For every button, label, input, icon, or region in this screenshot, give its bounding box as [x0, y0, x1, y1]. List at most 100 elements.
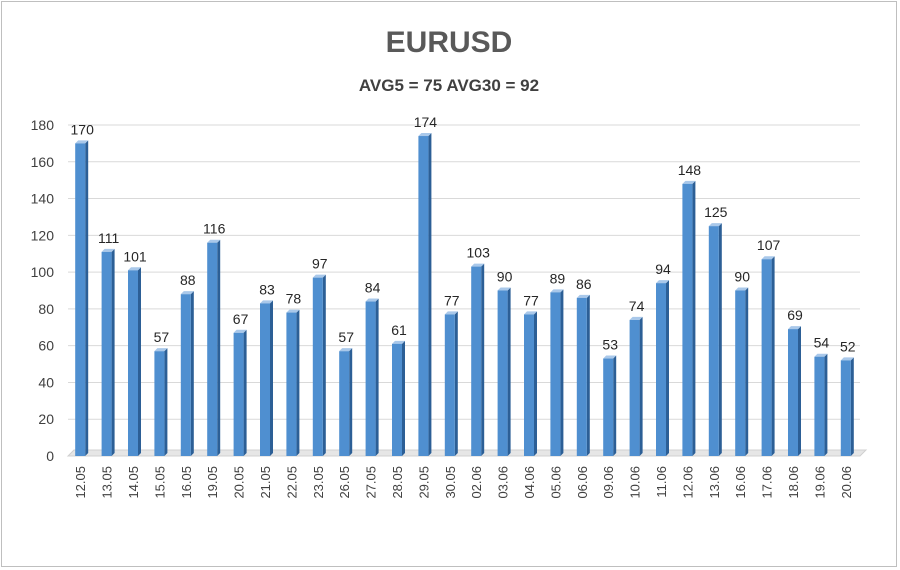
bar-side	[745, 287, 749, 456]
data-label: 116	[203, 221, 226, 237]
bar-top	[761, 256, 775, 260]
data-label: 94	[655, 261, 671, 277]
x-tick-label: 10.06	[628, 466, 643, 499]
bar-top	[497, 287, 511, 291]
x-tick-label: 22.05	[284, 466, 299, 499]
y-tick-label: 40	[38, 374, 54, 390]
bar	[576, 297, 587, 456]
bar-side	[666, 280, 669, 456]
bar-side	[534, 311, 537, 456]
bar-top	[814, 353, 828, 357]
x-tick-label: 27.05	[364, 466, 379, 499]
data-label: 77	[444, 292, 460, 308]
data-label: 78	[286, 291, 302, 307]
data-label: 90	[497, 269, 513, 285]
bar-top	[444, 311, 458, 315]
data-label: 86	[576, 276, 592, 292]
bar	[101, 251, 112, 456]
bar-side	[560, 289, 564, 456]
data-label: 89	[550, 270, 566, 286]
data-label: 103	[467, 245, 491, 261]
bar-top	[418, 133, 432, 137]
bar	[312, 277, 323, 456]
y-tick-label: 60	[38, 338, 54, 354]
data-label: 170	[71, 121, 95, 137]
bar	[418, 136, 429, 457]
bar-side	[296, 309, 300, 456]
bar	[286, 312, 297, 456]
bar	[497, 290, 508, 456]
bar	[761, 259, 772, 456]
x-tick-label: 13.06	[707, 466, 722, 499]
data-label: 67	[233, 311, 249, 327]
x-tick-label: 23.05	[311, 466, 326, 499]
bar-top	[392, 340, 405, 344]
chart-title: EURUSD	[385, 26, 513, 59]
y-tick-label: 0	[46, 448, 54, 464]
bar-top	[286, 309, 300, 313]
y-tick-label: 140	[31, 191, 55, 207]
bar-top	[154, 348, 168, 352]
x-tick-label: 19.06	[812, 466, 827, 499]
bar-top	[312, 274, 326, 278]
bar	[233, 332, 244, 456]
bar-top	[180, 291, 194, 295]
x-tick-label: 03.06	[496, 466, 511, 499]
bar	[128, 270, 138, 456]
bar-side	[428, 133, 432, 457]
x-tick-label: 28.05	[390, 466, 405, 499]
data-label: 111	[98, 230, 119, 246]
bar-top	[788, 326, 801, 330]
bar-side	[771, 256, 775, 456]
bar-side	[454, 311, 458, 456]
x-tick-label: 13.05	[100, 466, 115, 499]
bar-side	[692, 180, 696, 456]
bar-side	[164, 348, 168, 456]
x-tick-label: 02.06	[469, 466, 484, 499]
bar-top	[708, 223, 722, 227]
y-tick-label: 180	[31, 117, 55, 133]
bar-top	[471, 263, 485, 267]
x-tick-label: 12.06	[680, 466, 695, 499]
data-label: 83	[259, 281, 275, 297]
data-label: 54	[814, 335, 830, 351]
bar	[735, 290, 746, 456]
data-label: 57	[154, 329, 170, 345]
x-tick-label: 20.05	[232, 466, 247, 499]
bar	[603, 358, 614, 456]
data-label: 125	[704, 204, 728, 220]
bar-side	[85, 140, 89, 456]
bar	[339, 351, 350, 456]
bar-top	[365, 298, 379, 302]
data-label: 61	[391, 322, 407, 338]
bar-side	[824, 353, 828, 456]
data-label: 174	[414, 114, 438, 130]
bar-top	[524, 311, 537, 315]
bar-top	[339, 348, 353, 352]
data-label: 148	[678, 162, 702, 178]
data-label: 97	[312, 256, 328, 272]
bar	[260, 303, 270, 456]
bar-top	[840, 357, 854, 361]
bar-side	[138, 267, 141, 456]
x-tick-label: 29.05	[416, 466, 431, 499]
y-tick-label: 100	[31, 264, 55, 280]
x-tick-label: 04.06	[522, 466, 537, 499]
data-label: 107	[757, 237, 781, 253]
bar-top	[233, 329, 247, 333]
bar	[471, 266, 482, 456]
bar-top	[576, 294, 590, 298]
bar	[708, 226, 719, 456]
bar-side	[111, 248, 115, 456]
y-tick-label: 80	[38, 301, 54, 317]
bar	[550, 292, 561, 456]
x-tick-label: 17.06	[760, 466, 775, 499]
data-label: 74	[629, 298, 645, 314]
data-label: 84	[365, 280, 381, 296]
data-label: 90	[734, 269, 750, 285]
bar-side	[402, 340, 405, 456]
x-tick-label: 30.05	[443, 466, 458, 499]
bar-side	[507, 287, 511, 456]
bar-side	[375, 298, 379, 456]
